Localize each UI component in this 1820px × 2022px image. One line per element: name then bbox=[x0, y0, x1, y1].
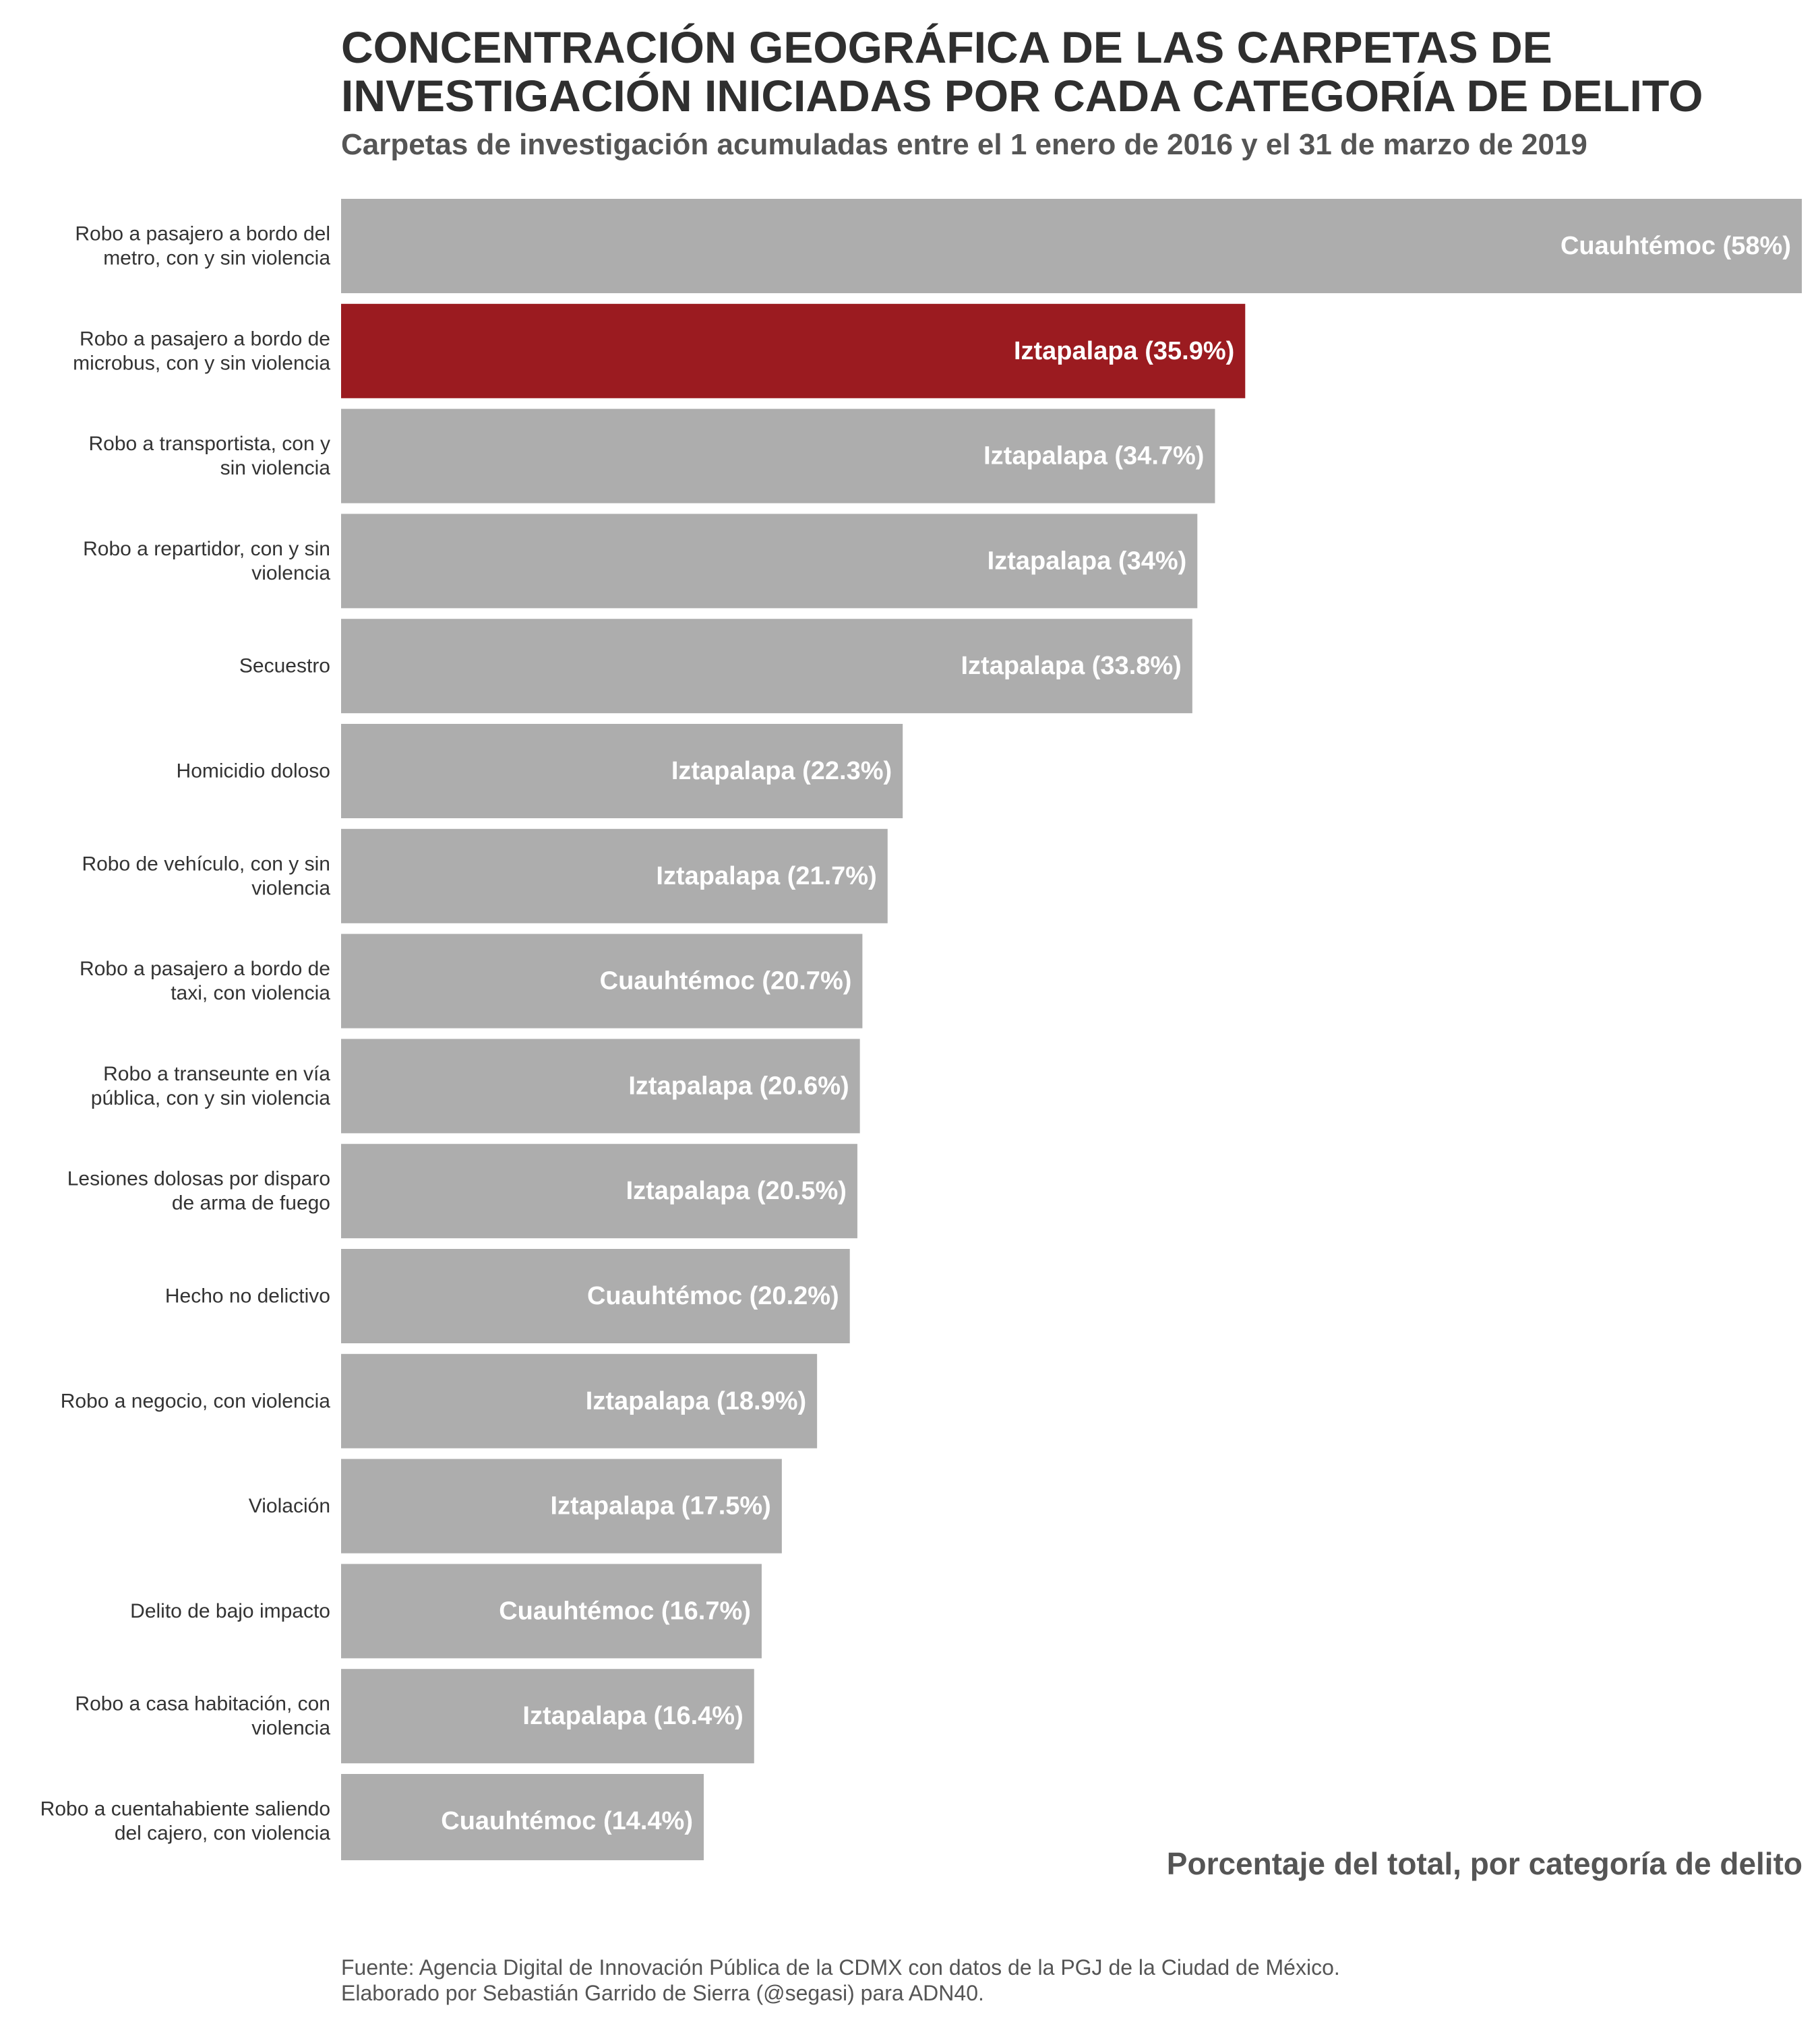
category-label-line: Robo a pasajero a bordo del bbox=[75, 223, 330, 245]
bar-label-4: Iztapalapa (33.8%) bbox=[961, 652, 1181, 680]
category-label-line: Robo a cuentahabiente saliendo bbox=[40, 1798, 330, 1820]
category-label-4: Secuestro bbox=[239, 655, 330, 677]
bar-label-8: Iztapalapa (20.6%) bbox=[628, 1072, 849, 1100]
bar-9 bbox=[341, 1144, 857, 1239]
bar-label-3: Iztapalapa (34%) bbox=[988, 547, 1187, 575]
category-label-line: Robo a negocio, con violencia bbox=[61, 1390, 331, 1412]
bar-label-14: Iztapalapa (16.4%) bbox=[522, 1702, 743, 1730]
bar-label-0: Cuauhtémoc (58%) bbox=[1560, 232, 1791, 260]
category-label-line: Robo a repartidor, con y sin bbox=[83, 538, 330, 560]
category-label-15: Robo a cuentahabiente saliendo del cajero… bbox=[40, 1798, 331, 1845]
chart-title-line-1: CONCENTRACIÓN GEOGRÁFICA DE LAS CARPETAS… bbox=[341, 22, 1552, 72]
category-label-line: violencia bbox=[251, 1717, 330, 1740]
credit-note: Elaborado por Sebastián Garrido de Sierr… bbox=[341, 1981, 984, 2005]
category-label-line: Robo a pasajero a bordo de bbox=[80, 328, 330, 350]
bar-label-7: Cuauhtémoc (20.7%) bbox=[600, 967, 852, 995]
x-axis-label: Porcentaje del total, por categoría de d… bbox=[1166, 1846, 1802, 1881]
category-label-line: Robo de vehículo, con y sin bbox=[82, 853, 330, 875]
category-label-12: Violación bbox=[249, 1495, 330, 1517]
bar-6 bbox=[341, 828, 888, 923]
category-label-7: Robo a pasajero a bordo de taxi, con viol… bbox=[80, 958, 330, 1004]
source-note: Fuente: Agencia Digital de Innovación Pú… bbox=[341, 1955, 1340, 1980]
category-label-line: Delito de bajo impacto bbox=[130, 1600, 330, 1622]
bar-5 bbox=[341, 724, 903, 818]
category-label-11: Robo a negocio, con violencia bbox=[61, 1390, 331, 1412]
bar-label-1: Iztapalapa (35.9%) bbox=[1014, 337, 1234, 365]
bar-14 bbox=[341, 1669, 754, 1764]
category-label-6: Robo de vehículo, con y sin violencia bbox=[82, 853, 330, 899]
category-label-line: Violación bbox=[249, 1495, 330, 1517]
bar-label-6: Iztapalapa (21.7%) bbox=[656, 862, 876, 890]
bar-3 bbox=[341, 514, 1198, 609]
bar-label-10: Cuauhtémoc (20.2%) bbox=[587, 1282, 839, 1310]
source-footer: Fuente: Agencia Digital de Innovación Pú… bbox=[341, 1955, 1340, 2006]
bar-12 bbox=[341, 1459, 782, 1554]
bar-1 bbox=[341, 303, 1246, 398]
category-label-line: sin violencia bbox=[220, 457, 331, 479]
bar-2 bbox=[341, 408, 1215, 503]
bar-label-15: Cuauhtémoc (14.4%) bbox=[441, 1807, 693, 1835]
category-label-line: taxi, con violencia bbox=[171, 982, 330, 1004]
category-label-line: pública, con y sin violencia bbox=[91, 1087, 331, 1109]
bar-chart: Cuauhtémoc (58%) Robo a pasajero a bordo … bbox=[40, 199, 1802, 1860]
category-label-line: Robo a pasajero a bordo de bbox=[80, 958, 330, 980]
category-label-line: Robo a transeunte en vía bbox=[103, 1063, 330, 1085]
category-label-9: Lesiones dolosas por disparo de arma de f… bbox=[67, 1168, 330, 1215]
bar-15 bbox=[341, 1774, 704, 1860]
category-label-line: Robo a transportista, con y bbox=[88, 433, 330, 455]
bar-0 bbox=[341, 199, 1802, 293]
bar-label-9: Iztapalapa (20.5%) bbox=[626, 1177, 847, 1205]
bar-4 bbox=[341, 619, 1192, 714]
category-label-line: Lesiones dolosas por disparo bbox=[67, 1168, 330, 1190]
category-label-line: violencia bbox=[251, 877, 330, 899]
category-label-line: Hecho no delictivo bbox=[165, 1285, 330, 1308]
bar-8 bbox=[341, 1039, 860, 1134]
bar-label-13: Cuauhtémoc (16.7%) bbox=[499, 1597, 751, 1625]
category-label-8: Robo a transeunte en vía pública, con y s… bbox=[91, 1063, 331, 1109]
bar-11 bbox=[341, 1353, 818, 1448]
bar-7 bbox=[341, 933, 863, 1029]
category-label-line: del cajero, con violencia bbox=[115, 1822, 331, 1845]
category-label-10: Hecho no delictivo bbox=[165, 1285, 330, 1308]
bar-10 bbox=[341, 1249, 850, 1343]
category-label-line: Homicidio doloso bbox=[177, 760, 330, 783]
category-label-line: microbus, con y sin violencia bbox=[73, 352, 330, 374]
category-label-line: metro, con y sin violencia bbox=[103, 247, 330, 270]
category-label-line: violencia bbox=[251, 562, 330, 584]
chart-title-line-2: INVESTIGACIÓN INICIADAS POR CADA CATEGOR… bbox=[341, 71, 1703, 121]
bar-label-12: Iztapalapa (17.5%) bbox=[550, 1492, 770, 1521]
category-label-13: Delito de bajo impacto bbox=[130, 1600, 330, 1622]
bar-label-11: Iztapalapa (18.9%) bbox=[586, 1387, 806, 1415]
chart-subtitle: Carpetas de investigación acumuladas ent… bbox=[341, 128, 1587, 161]
category-label-line: de arma de fuego bbox=[172, 1192, 330, 1215]
category-label-5: Homicidio doloso bbox=[177, 760, 330, 783]
category-label-3: Robo a repartidor, con y sin violencia bbox=[83, 538, 330, 584]
category-label-2: Robo a transportista, con y sin violencia bbox=[88, 433, 330, 479]
chart-title: CONCENTRACIÓN GEOGRÁFICA DE LAS CARPETAS… bbox=[341, 23, 1811, 120]
category-label-1: Robo a pasajero a bordo de microbus, con … bbox=[73, 328, 330, 374]
category-label-14: Robo a casa habitación, con violencia bbox=[75, 1693, 330, 1740]
bar-13 bbox=[341, 1564, 762, 1659]
bar-label-5: Iztapalapa (22.3%) bbox=[671, 757, 892, 785]
category-label-line: Robo a casa habitación, con bbox=[75, 1693, 330, 1715]
bar-label-2: Iztapalapa (34.7%) bbox=[983, 442, 1204, 470]
category-label-0: Robo a pasajero a bordo del metro, con y … bbox=[75, 223, 330, 270]
category-label-line: Secuestro bbox=[239, 655, 330, 677]
